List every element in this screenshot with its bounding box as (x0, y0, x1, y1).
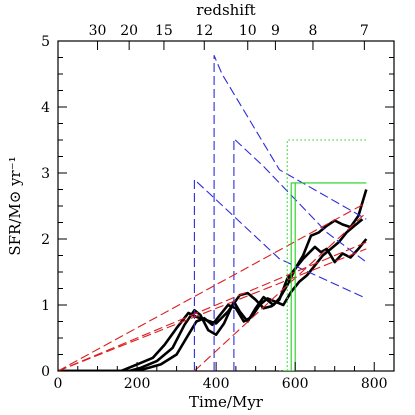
series-layer (58, 54, 368, 371)
redshift-tick-label: 7 (360, 23, 369, 39)
series-line (193, 179, 367, 371)
y-tick-label: 2 (41, 232, 50, 248)
y-tick-label: 5 (41, 34, 50, 50)
ticks-layer (57, 40, 395, 372)
series-line (58, 218, 364, 371)
redshift-tick-label: 10 (239, 23, 257, 39)
redshift-tick-label: 12 (195, 23, 213, 39)
y-tick-label: 1 (41, 298, 50, 314)
x-tick-label: 800 (361, 376, 388, 392)
series-line (58, 241, 367, 371)
series-line (194, 212, 367, 371)
redshift-tick-label: 30 (89, 23, 107, 39)
series-line (213, 54, 367, 371)
series-line (283, 182, 367, 371)
top-axis-label: redshift (196, 1, 255, 19)
x-tick-label: 400 (203, 376, 230, 392)
series-line (286, 182, 296, 371)
x-tick-label: 0 (54, 376, 63, 392)
x-axis-label: Time/Myr (189, 393, 264, 411)
y-tick-label: 4 (41, 100, 50, 116)
series-line (58, 189, 368, 371)
y-axis-label: SFR/M⊙ yr⁻¹ (6, 156, 24, 255)
redshift-tick-label: 8 (309, 23, 318, 39)
redshift-tick-label: 9 (271, 23, 280, 39)
x-tick-label: 600 (282, 376, 309, 392)
redshift-tick-label: 15 (155, 23, 173, 39)
y-tick-label: 3 (41, 166, 50, 182)
series-line (58, 248, 367, 371)
redshift-tick-label: 20 (120, 23, 138, 39)
series-line (58, 202, 367, 371)
y-tick-label: 0 (41, 364, 50, 380)
x-tick-label: 200 (124, 376, 151, 392)
series-line (58, 238, 368, 371)
series-line (233, 138, 367, 371)
